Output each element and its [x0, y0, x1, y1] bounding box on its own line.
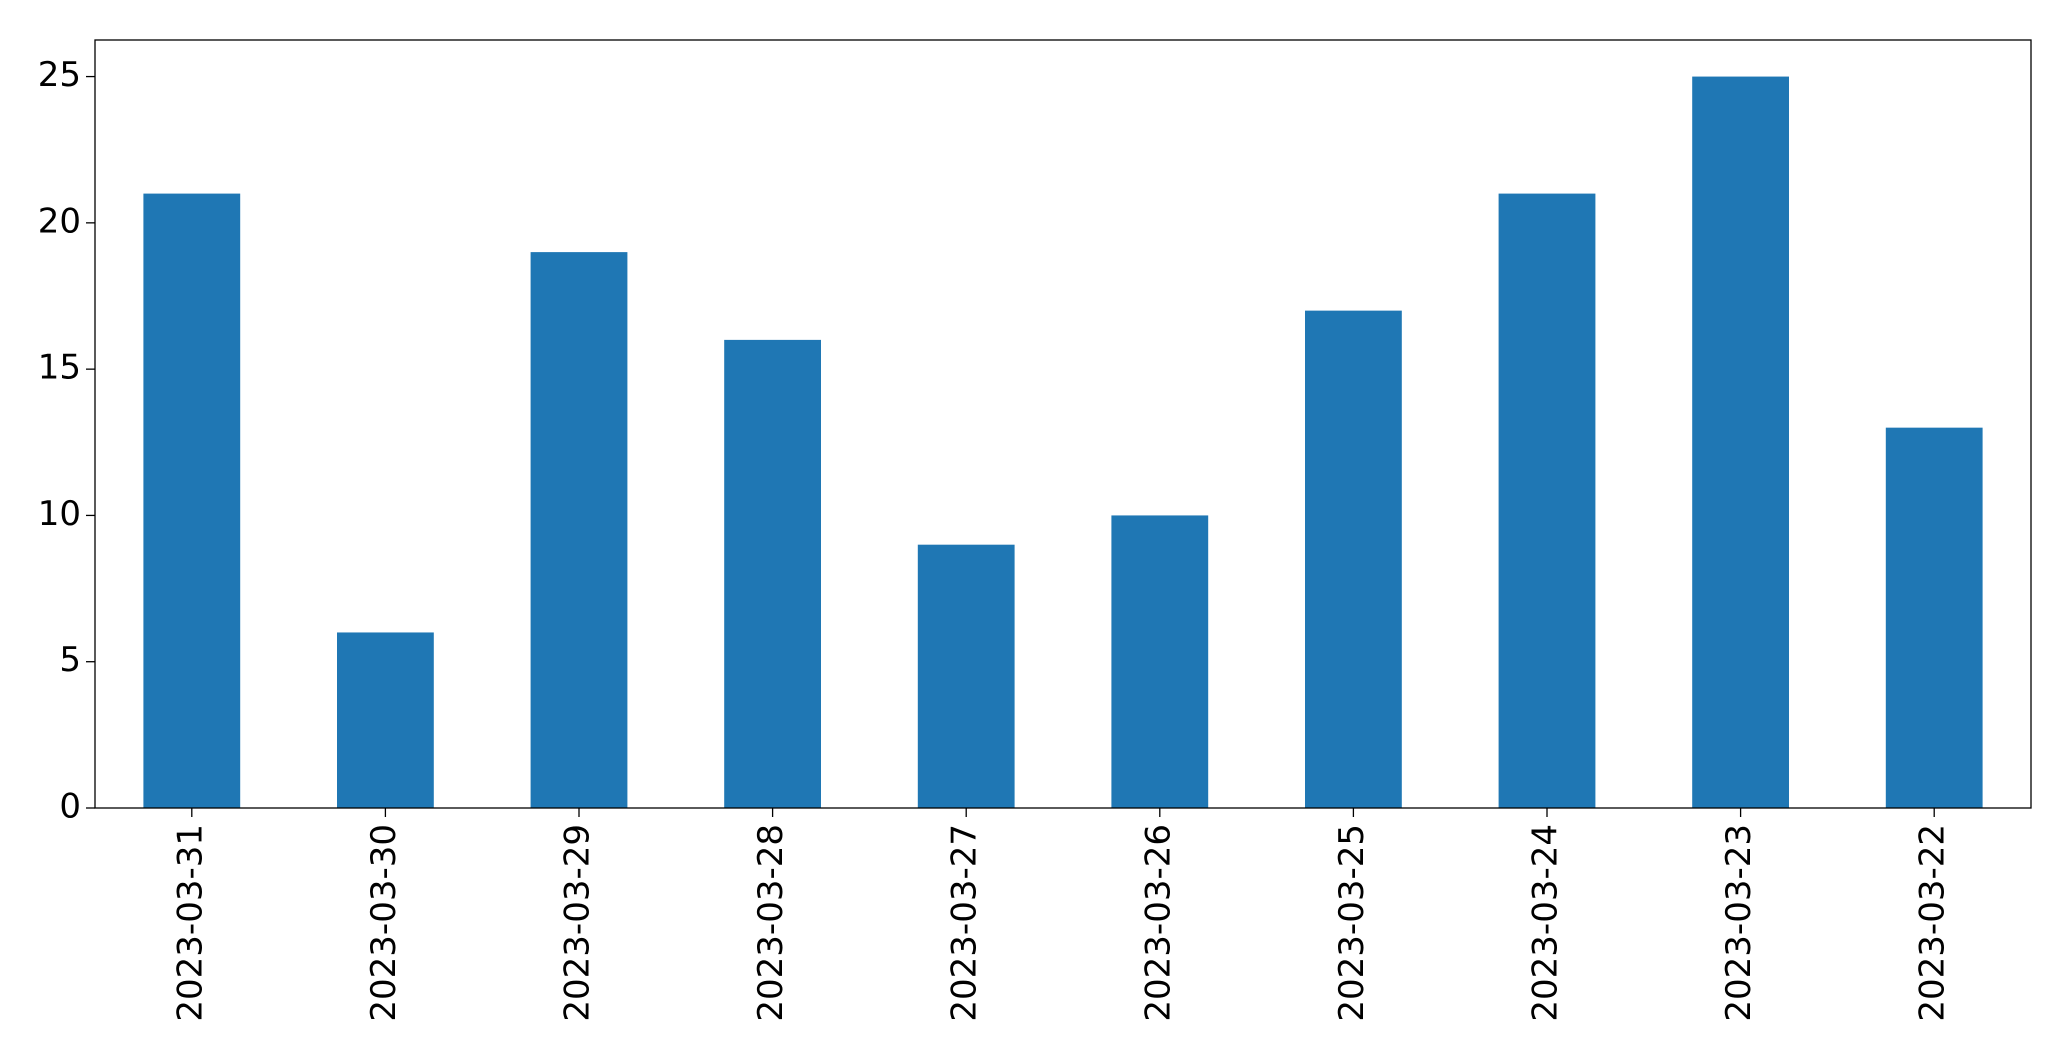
bar: [337, 632, 434, 808]
y-tick-label: 25: [38, 55, 81, 95]
plot-frame: [94, 39, 2032, 809]
bar: [1305, 310, 1402, 808]
y-tick-label: 20: [38, 201, 81, 241]
x-tick-label: 2023-03-23: [1719, 824, 1759, 1022]
x-tick-label: 2023-03-25: [1332, 824, 1372, 1022]
x-tick-label: 2023-03-24: [1526, 824, 1566, 1022]
x-tick-label: 2023-03-30: [364, 824, 404, 1022]
y-tick-label: 10: [38, 494, 81, 534]
bar: [1498, 193, 1596, 809]
bar: [724, 339, 821, 808]
x-tick-label: 2023-03-27: [945, 824, 985, 1022]
y-tick-label: 0: [59, 787, 81, 827]
bar: [1885, 427, 1983, 808]
x-tick-label: 2023-03-29: [558, 824, 598, 1022]
y-tick-label: 5: [59, 640, 81, 680]
bar: [1111, 515, 1209, 808]
x-tick-label: 2023-03-31: [170, 824, 210, 1022]
bar: [917, 544, 1015, 808]
bar: [530, 252, 628, 809]
x-tick-label: 2023-03-26: [1138, 824, 1178, 1022]
bar: [143, 193, 241, 809]
x-tick-label: 2023-03-22: [1913, 824, 1953, 1022]
bar: [1692, 76, 1789, 809]
x-tick-label: 2023-03-28: [751, 824, 791, 1022]
y-tick-label: 15: [38, 348, 81, 388]
